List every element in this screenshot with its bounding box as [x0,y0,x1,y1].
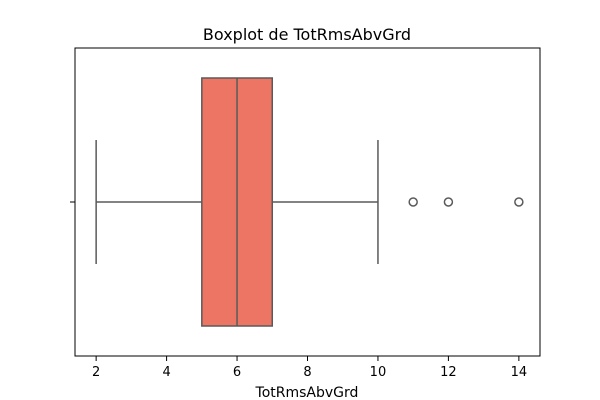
x-axis-ticks [95,356,520,361]
chart-title: Boxplot de TotRmsAbvGrd [203,25,411,44]
x-axis-tick-label: 6 [233,365,241,380]
x-axis-tick-label: 10 [370,365,387,380]
x-axis-tick-label: 8 [303,365,311,380]
x-axis-tick-label: 2 [92,365,100,380]
outlier-point [408,197,418,207]
x-axis-label: TotRmsAbvGrd [255,385,359,400]
outliers-group [408,197,524,207]
outlier-point [443,197,454,207]
x-axis-tick-label: 14 [511,365,528,380]
x-axis-tick-label: 4 [162,365,170,380]
outlier-point [514,197,524,207]
x-axis-tick-label: 12 [440,365,457,380]
x-axis-tick-labels: 2 4 6 8 10 12 14 [92,365,527,380]
